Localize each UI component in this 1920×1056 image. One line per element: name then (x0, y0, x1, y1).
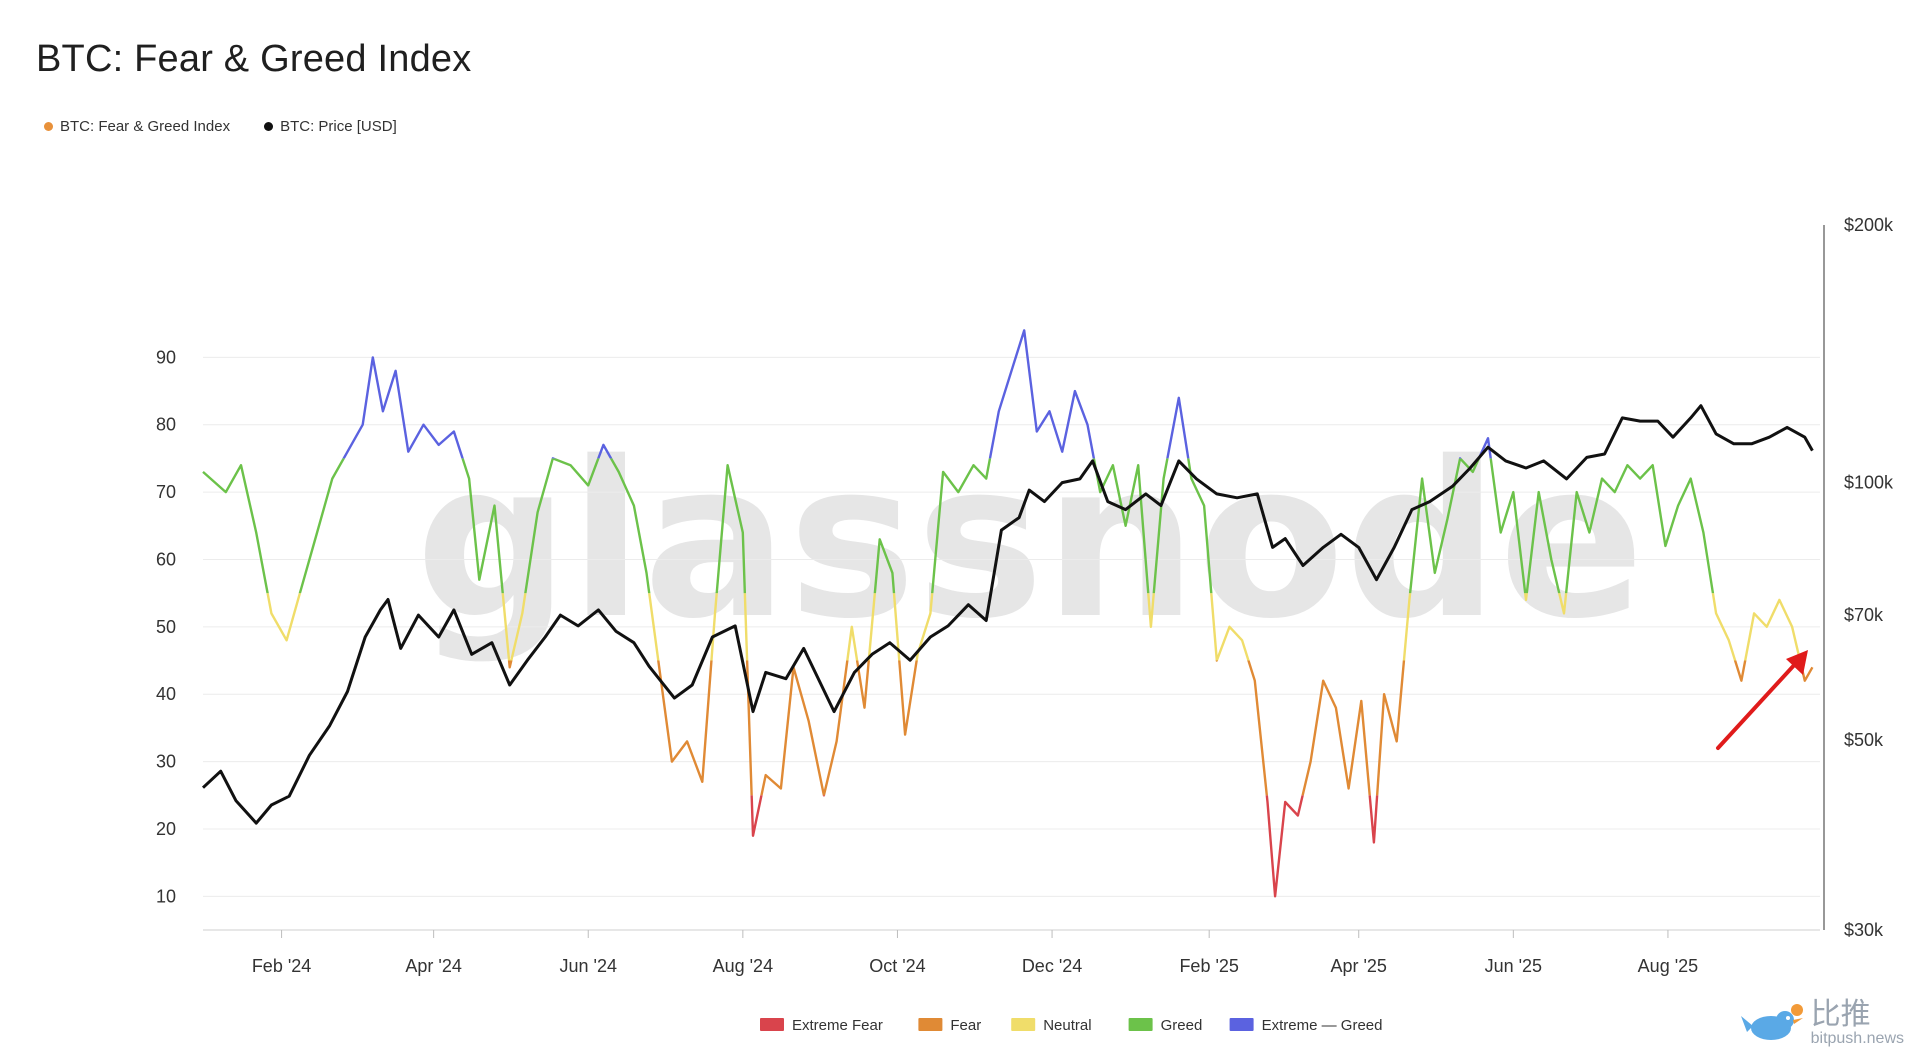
fear-greed-line-g (202, 458, 1715, 594)
x-tick-5: Dec '24 (1022, 956, 1082, 976)
x-tick-8: Jun '25 (1485, 956, 1542, 976)
zone-legend-label-4: Extreme — Greed (1262, 1017, 1383, 1034)
x-tick-3: Aug '24 (713, 956, 774, 976)
brand-name: 比推 (1810, 997, 1871, 1032)
y-tick-left-20: 20 (156, 819, 176, 839)
zone-legend: Extreme Fear Fear Neutral Greed Extreme — Gr… (760, 1017, 1382, 1034)
arrow-head (1786, 650, 1808, 675)
brand-url: bitpush.news (1810, 1030, 1904, 1047)
x-tick-6: Feb '25 (1179, 956, 1238, 976)
watermark: glassnode (415, 415, 1644, 666)
zone-legend-swatch-2 (1011, 1018, 1036, 1031)
x-tick-1: Apr '24 (405, 956, 461, 976)
y-tick-left-10: 10 (156, 886, 176, 906)
y-tick-right-30k: $30k (1844, 920, 1884, 940)
series-legend: BTC: Fear & Greed Index BTC: Price [USD] (44, 118, 397, 135)
fear-greed-line-eg (342, 329, 1492, 459)
x-tick-7: Apr '25 (1330, 956, 1386, 976)
zone-legend-swatch-0 (760, 1018, 784, 1031)
y-tick-right-50k: $50k (1844, 730, 1884, 750)
zone-legend-swatch-1 (918, 1018, 943, 1031)
watermark-text: glassnode (415, 415, 1644, 666)
y-tick-left-90: 90 (156, 347, 176, 367)
y-tick-left-70: 70 (156, 482, 176, 502)
arrow-shaft (1716, 660, 1799, 750)
y-tick-right-100k: $100k (1844, 473, 1894, 493)
legend-dot-fear-greed (44, 122, 53, 131)
brand-mark: 比推 bitpush.news (1740, 997, 1904, 1048)
y-axis-left: 10 20 30 40 50 60 70 80 90 (156, 347, 176, 906)
y-tick-right-200k: $200k (1844, 215, 1894, 235)
legend-label-price: BTC: Price [USD] (280, 118, 397, 135)
fear-greed-line-n (266, 593, 1802, 661)
gridlines (203, 356, 1820, 897)
legend-dot-price (264, 122, 274, 131)
legend-label-fear-greed: BTC: Fear & Greed Index (60, 118, 231, 135)
y-tick-left-30: 30 (156, 752, 176, 772)
fear-greed-series (202, 329, 1814, 898)
y-tick-left-40: 40 (156, 684, 176, 704)
x-tick-9: Aug '25 (1638, 956, 1699, 976)
y-tick-left-60: 60 (156, 549, 176, 569)
zone-legend-swatch-4 (1229, 1018, 1254, 1031)
y-axis-right: $200k $100k $70k $50k $30k (1823, 215, 1894, 940)
x-tick-0: Feb '24 (252, 956, 311, 976)
x-tick-4: Oct '24 (869, 956, 925, 976)
bird-logo-icon (1740, 1004, 1803, 1040)
legend-item-price[interactable]: BTC: Price [USD] (264, 118, 397, 135)
zone-legend-label-2: Neutral (1043, 1017, 1091, 1034)
zone-legend-label-3: Greed (1161, 1017, 1203, 1034)
annotation-arrow (1716, 650, 1808, 750)
chart-title: BTC: Fear & Greed Index (36, 38, 472, 80)
y-tick-left-50: 50 (156, 617, 176, 637)
y-tick-left-80: 80 (156, 415, 176, 435)
y-tick-right-70k: $70k (1844, 605, 1884, 625)
price-line (201, 404, 1814, 825)
zone-legend-swatch-3 (1128, 1018, 1153, 1031)
price-series (201, 404, 1814, 825)
x-tick-2: Jun '24 (559, 956, 616, 976)
zone-legend-label-0: Extreme Fear (792, 1017, 883, 1034)
legend-item-fear-greed[interactable]: BTC: Fear & Greed Index (44, 118, 230, 135)
zone-legend-label-1: Fear (950, 1017, 981, 1034)
x-axis: Feb '24 Apr '24 Jun '24 Aug '24 Oct '24 Dec '… (203, 929, 1820, 976)
